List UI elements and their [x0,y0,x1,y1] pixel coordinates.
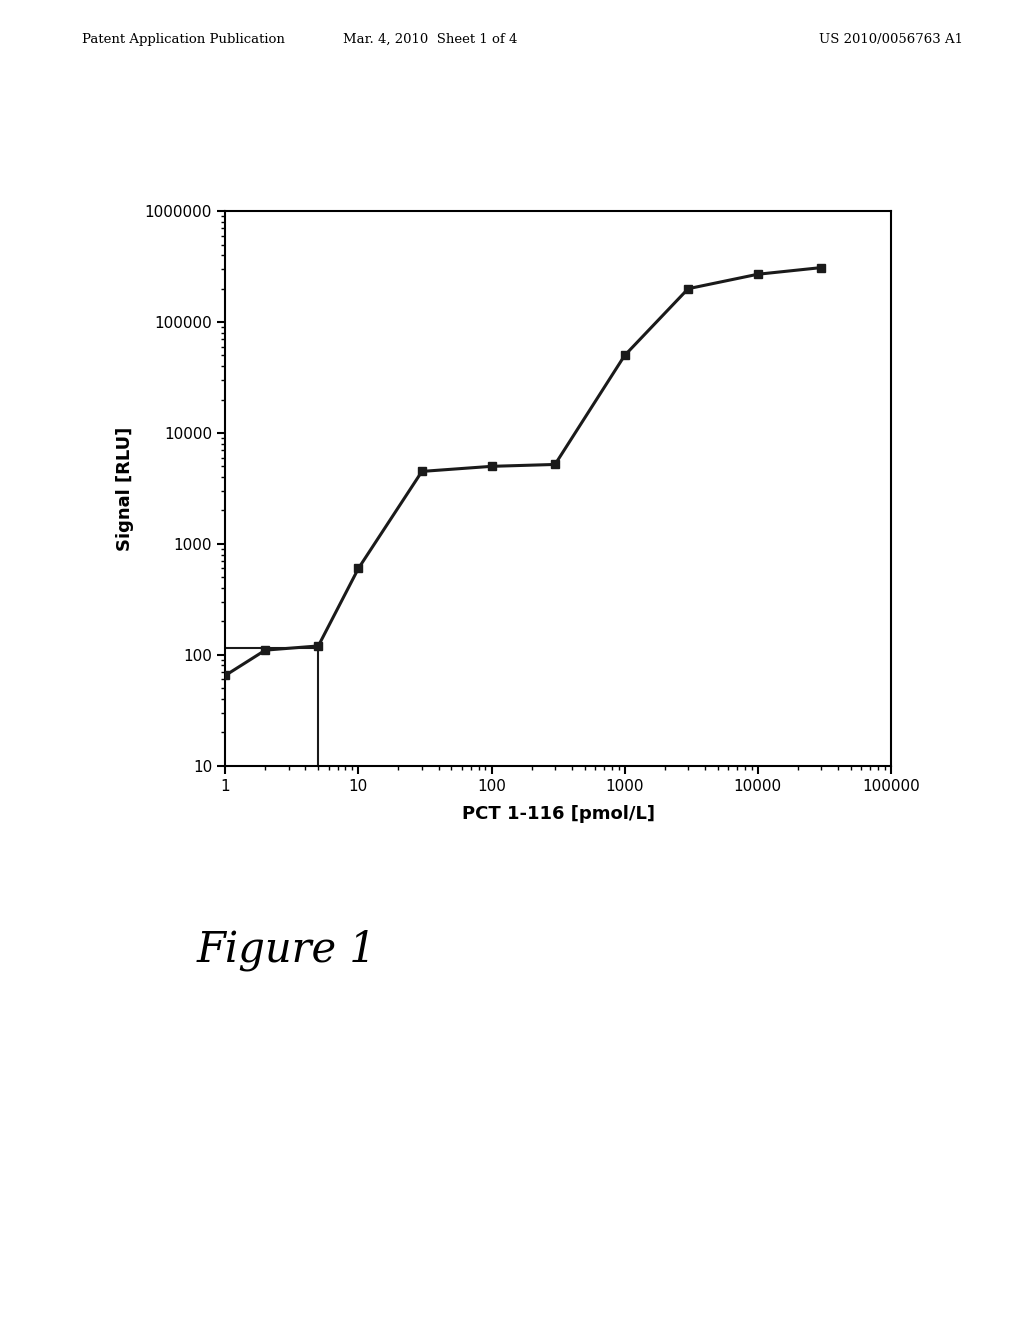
Text: US 2010/0056763 A1: US 2010/0056763 A1 [819,33,964,46]
Text: Figure 1: Figure 1 [197,929,377,972]
Y-axis label: Signal [RLU]: Signal [RLU] [116,426,133,550]
X-axis label: PCT 1-116 [pmol/L]: PCT 1-116 [pmol/L] [462,805,654,822]
Text: Patent Application Publication: Patent Application Publication [82,33,285,46]
Text: Mar. 4, 2010  Sheet 1 of 4: Mar. 4, 2010 Sheet 1 of 4 [343,33,517,46]
